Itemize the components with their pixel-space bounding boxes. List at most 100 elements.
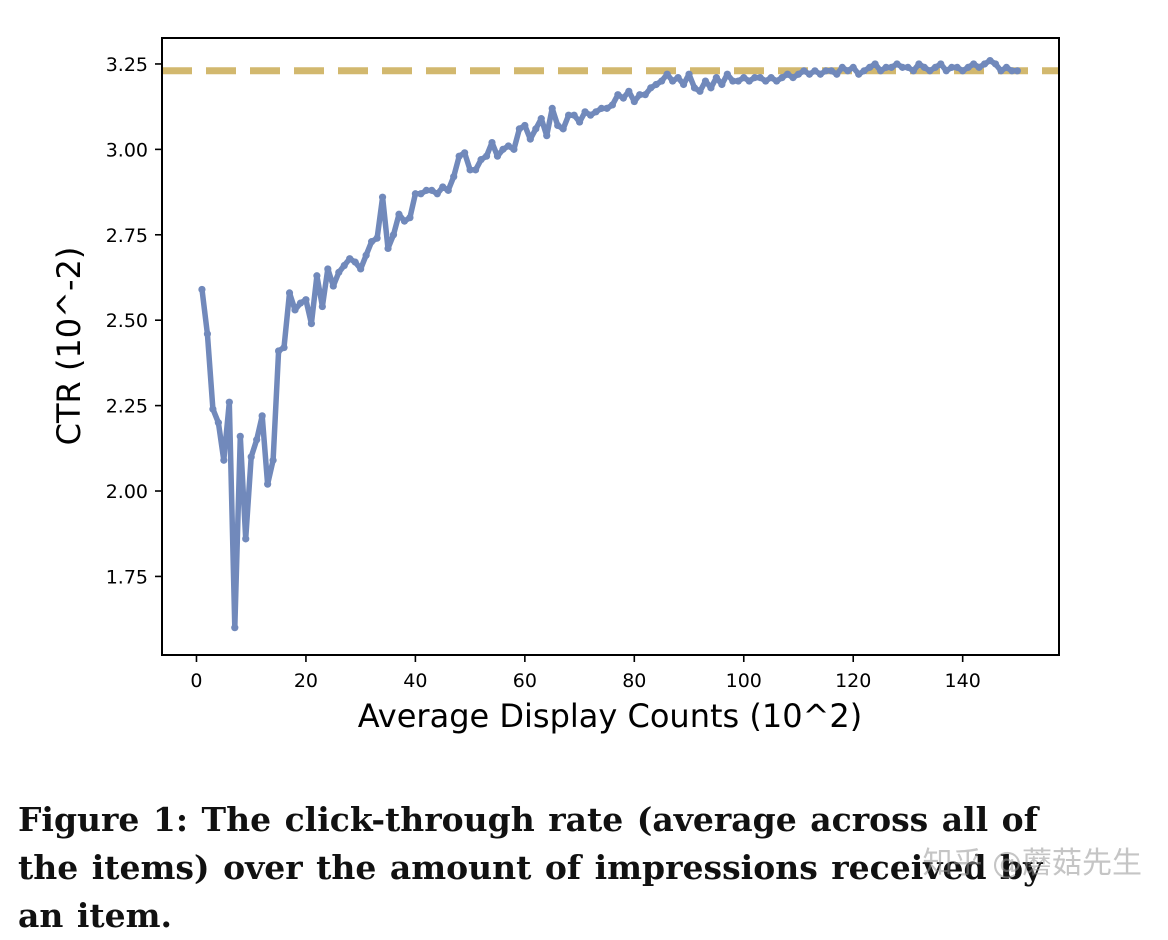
ctr-data-point bbox=[291, 306, 299, 314]
y-tick-label: 3.25 bbox=[106, 54, 148, 76]
x-tick-label: 0 bbox=[190, 670, 202, 692]
ctr-data-point bbox=[307, 320, 316, 328]
ctr-data-point bbox=[231, 624, 239, 632]
y-tick-label: 2.25 bbox=[106, 396, 148, 418]
ctr-data-point bbox=[570, 111, 578, 119]
ctr-data-point bbox=[723, 70, 731, 78]
ctr-data-point bbox=[696, 87, 704, 95]
ctr-data-point bbox=[247, 453, 255, 461]
ctr-data-point bbox=[942, 67, 950, 75]
ctr-data-point bbox=[362, 251, 370, 259]
y-axis: 1.75 2.00 2.25 2.50 2.75 3.00 3.25 bbox=[106, 54, 162, 588]
ctr-data-point bbox=[461, 149, 469, 157]
ctr-data-point bbox=[909, 67, 918, 75]
ctr-data-point bbox=[986, 56, 994, 65]
ctr-data-point bbox=[794, 70, 803, 78]
ctr-data-point bbox=[751, 74, 759, 82]
ctr-data-point bbox=[548, 104, 556, 112]
y-tick-label: 2.50 bbox=[106, 310, 148, 332]
ctr-data-point bbox=[324, 265, 332, 273]
ctr-data-point bbox=[614, 91, 622, 99]
ctr-chart: 0 20 40 60 80 100 120 140 1.75 2.00 2.25 2.50 2.75 3… bbox=[50, 37, 1060, 735]
ctr-data-point bbox=[346, 255, 354, 263]
ctr-data-point bbox=[827, 67, 835, 75]
ctr-data-point bbox=[488, 138, 496, 147]
ctr-data-point bbox=[395, 210, 403, 218]
ctr-data-point bbox=[417, 190, 425, 198]
ctr-data-point bbox=[871, 60, 879, 68]
x-tick-label: 100 bbox=[726, 670, 762, 692]
ctr-data-point bbox=[948, 63, 956, 71]
ctr-data-point bbox=[866, 63, 874, 71]
ctr-data-point bbox=[970, 60, 978, 68]
ctr-data-point bbox=[269, 456, 277, 464]
ctr-data-point bbox=[849, 63, 857, 71]
ctr-data-point bbox=[258, 412, 266, 420]
ctr-data-point bbox=[652, 80, 660, 89]
ctr-data-point bbox=[280, 343, 288, 352]
ctr-data-point bbox=[690, 84, 699, 92]
x-tick-label: 140 bbox=[945, 670, 981, 692]
ctr-series-line bbox=[199, 57, 1021, 631]
ctr-data-point bbox=[745, 77, 753, 85]
ctr-data-point bbox=[630, 97, 638, 106]
ctr-data-point bbox=[641, 91, 649, 99]
ctr-data-point bbox=[603, 104, 611, 112]
ctr-data-point bbox=[964, 63, 972, 71]
ctr-data-point bbox=[636, 91, 644, 99]
ctr-data-point bbox=[378, 193, 387, 201]
x-tick-label: 40 bbox=[403, 670, 427, 692]
ctr-data-point bbox=[482, 152, 491, 160]
ctr-data-point bbox=[712, 74, 720, 82]
x-tick-label: 120 bbox=[835, 670, 871, 692]
ctr-data-point bbox=[669, 77, 677, 85]
ctr-data-point bbox=[296, 299, 305, 307]
ctr-data-point bbox=[526, 135, 534, 143]
ctr-data-point bbox=[428, 186, 436, 194]
ctr-data-point bbox=[1008, 67, 1016, 75]
plot-frame bbox=[161, 37, 1060, 656]
ctr-data-point bbox=[679, 80, 688, 89]
ctr-data-point bbox=[816, 70, 824, 78]
ctr-data-point bbox=[898, 63, 907, 71]
x-tick-label: 60 bbox=[513, 670, 537, 692]
ctr-data-point bbox=[767, 74, 775, 82]
ctr-data-point bbox=[510, 145, 518, 153]
ctr-data-point bbox=[931, 63, 939, 71]
x-tick-label: 20 bbox=[294, 670, 318, 692]
ctr-data-point bbox=[844, 67, 852, 75]
ctr-data-point bbox=[833, 70, 841, 78]
ctr-data-point bbox=[811, 67, 819, 75]
ctr-data-point bbox=[762, 77, 770, 85]
ctr-data-point bbox=[937, 60, 945, 68]
ctr-data-point bbox=[406, 214, 414, 222]
ctr-data-point bbox=[466, 166, 474, 174]
ctr-data-point bbox=[384, 244, 392, 253]
ctr-data-point bbox=[537, 115, 545, 123]
ctr-data-point bbox=[477, 156, 485, 164]
ctr-data-point bbox=[471, 166, 480, 174]
ctr-data-point bbox=[658, 77, 666, 85]
ctr-data-point bbox=[882, 63, 890, 71]
ctr-data-point bbox=[756, 74, 764, 82]
ctr-data-point bbox=[778, 74, 786, 82]
ctr-data-point bbox=[674, 74, 682, 82]
ctr-data-point bbox=[302, 296, 310, 304]
y-tick-label: 2.00 bbox=[106, 481, 148, 503]
ctr-data-point bbox=[543, 132, 551, 140]
ctr-data-point bbox=[586, 111, 595, 119]
ctr-data-point bbox=[515, 125, 523, 133]
ctr-data-point bbox=[455, 152, 463, 160]
y-tick-label: 3.00 bbox=[106, 139, 148, 161]
ctr-data-point bbox=[225, 398, 233, 406]
ctr-data-point bbox=[608, 101, 617, 109]
ctr-data-point bbox=[274, 347, 283, 355]
ctr-data-point bbox=[805, 70, 814, 78]
ctr-data-point bbox=[439, 183, 447, 191]
ctr-data-point bbox=[253, 436, 261, 444]
ctr-data-point bbox=[876, 67, 885, 75]
ctr-data-point bbox=[707, 84, 715, 92]
ctr-data-point bbox=[357, 265, 365, 273]
ctr-data-point bbox=[575, 118, 584, 126]
ctr-data-point bbox=[991, 60, 1000, 68]
